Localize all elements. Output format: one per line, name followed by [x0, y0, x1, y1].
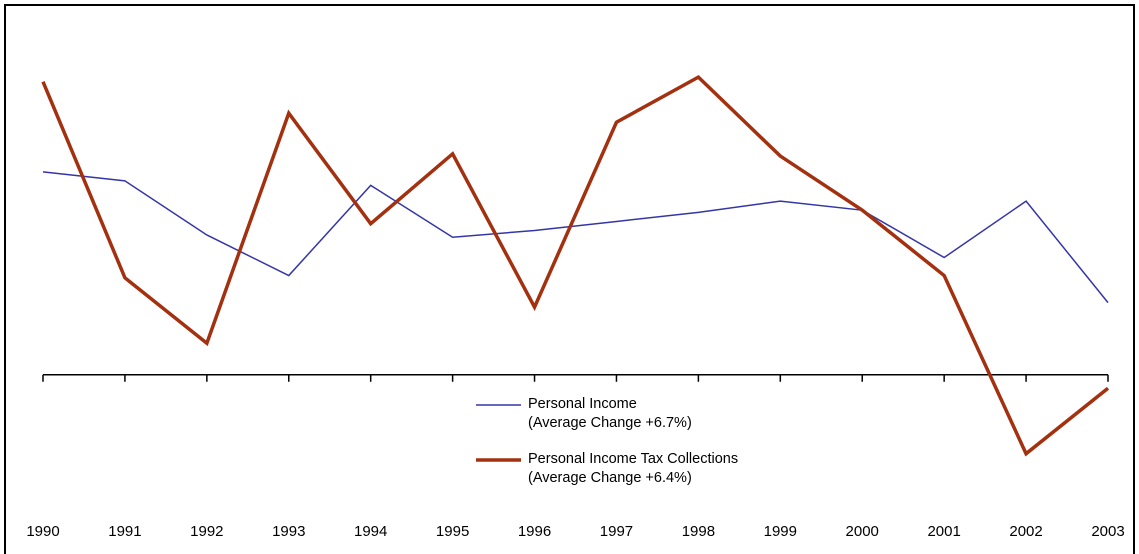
x-tick-label: 1999	[764, 523, 797, 540]
legend-label: Personal Income Tax Collections (Average…	[528, 451, 739, 486]
x-tick-label: 1996	[518, 523, 551, 540]
x-tick-label: 2000	[846, 523, 879, 540]
x-tick-label: 2002	[1009, 523, 1042, 540]
chart-frame	[4, 4, 1135, 554]
x-tick-label: 2001	[927, 523, 960, 540]
x-tick-label: 1998	[682, 523, 715, 540]
series-line	[41, 74, 1110, 457]
x-tick-label: 1993	[272, 523, 305, 540]
x-tick-label: 1997	[600, 523, 633, 540]
x-tick-label: 1990	[26, 523, 59, 540]
x-tick-label: 2003	[1091, 523, 1124, 540]
x-tick-label: 1995	[436, 523, 469, 540]
x-tick-label: 1991	[108, 523, 141, 540]
x-tick-label: 1992	[190, 523, 223, 540]
series-line	[42, 171, 1109, 304]
legend-label: Personal Income (Average Change +6.7%)	[528, 396, 692, 431]
x-tick-label: 1994	[354, 523, 387, 540]
